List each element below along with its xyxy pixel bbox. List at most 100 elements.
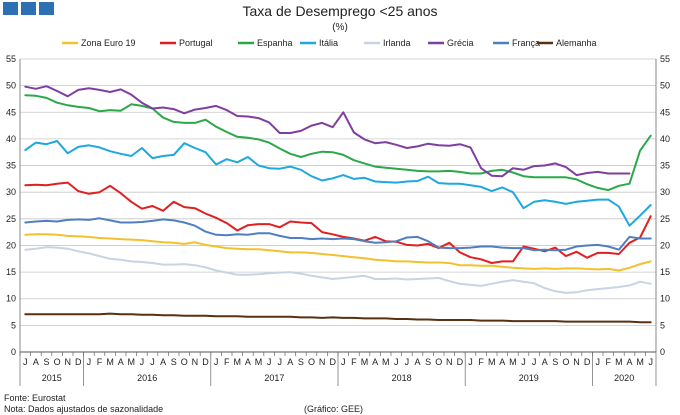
x-month-label-22: M xyxy=(255,357,263,367)
y-tick-left-50: 50 xyxy=(6,81,16,91)
y-tick-left-45: 45 xyxy=(6,107,16,117)
y-tick-left-25: 25 xyxy=(6,214,16,224)
year-label-2017: 2017 xyxy=(264,373,284,383)
x-month-label-58: M xyxy=(636,357,644,367)
x-month-label-35: J xyxy=(394,357,399,367)
y-tick-right-15: 15 xyxy=(660,267,670,277)
x-month-label-53: D xyxy=(584,357,591,367)
x-month-label-13: A xyxy=(160,357,166,367)
y-tick-right-50: 50 xyxy=(660,81,670,91)
adjustment-note: Nota: Dados ajustados de sazonalidade xyxy=(4,404,164,414)
chart-subtitle: (%) xyxy=(332,22,348,33)
x-month-label-0: J xyxy=(23,357,28,367)
x-month-label-57: A xyxy=(626,357,632,367)
year-label-2016: 2016 xyxy=(137,373,157,383)
y-tick-right-20: 20 xyxy=(660,240,670,250)
x-month-label-41: D xyxy=(457,357,464,367)
credit-note: (Gráfico: GEE) xyxy=(304,404,364,414)
legend-label-5: Grécia xyxy=(447,38,474,48)
x-month-label-34: M xyxy=(382,357,390,367)
series-line-4 xyxy=(24,246,652,294)
x-month-label-40: N xyxy=(446,357,453,367)
legend-label-3: Itália xyxy=(319,38,338,48)
legend-label-7: Alemanha xyxy=(556,38,597,48)
x-month-label-43: F xyxy=(478,357,484,367)
x-month-label-45: A xyxy=(499,357,505,367)
year-label-2018: 2018 xyxy=(392,373,412,383)
series-line-5 xyxy=(24,85,631,178)
legend-label-4: Irlanda xyxy=(383,38,411,48)
x-month-label-51: O xyxy=(562,357,569,367)
x-month-label-12: J xyxy=(150,357,155,367)
x-month-label-6: J xyxy=(87,357,92,367)
year-label-2015: 2015 xyxy=(42,373,62,383)
y-tick-left-5: 5 xyxy=(11,320,16,330)
y-tick-left-20: 20 xyxy=(6,240,16,250)
x-month-label-20: M xyxy=(234,357,242,367)
series-line-0 xyxy=(24,233,652,272)
x-month-label-31: F xyxy=(351,357,357,367)
y-tick-left-0: 0 xyxy=(11,347,16,357)
x-month-label-10: M xyxy=(128,357,136,367)
x-month-label-46: M xyxy=(509,357,517,367)
x-month-label-25: A xyxy=(287,357,293,367)
y-tick-right-0: 0 xyxy=(660,347,665,357)
x-month-label-18: J xyxy=(214,357,219,367)
y-tick-left-10: 10 xyxy=(6,294,16,304)
x-month-label-36: J xyxy=(405,357,410,367)
x-month-label-38: S xyxy=(425,357,431,367)
series-line-6 xyxy=(24,217,652,252)
logo-square-3 xyxy=(39,2,54,15)
legend-label-1: Portugal xyxy=(179,38,213,48)
y-tick-right-10: 10 xyxy=(660,294,670,304)
y-tick-left-40: 40 xyxy=(6,134,16,144)
y-tick-left-30: 30 xyxy=(6,187,16,197)
x-month-label-11: J xyxy=(140,357,145,367)
x-month-label-2: S xyxy=(43,357,49,367)
logo-square-1 xyxy=(3,2,18,15)
x-month-label-32: M xyxy=(361,357,369,367)
x-month-label-5: D xyxy=(75,357,82,367)
x-month-label-26: S xyxy=(298,357,304,367)
x-month-label-8: M xyxy=(106,357,114,367)
x-month-label-33: A xyxy=(372,357,378,367)
y-tick-right-25: 25 xyxy=(660,214,670,224)
x-month-label-28: N xyxy=(319,357,326,367)
legend-label-6: França xyxy=(512,38,540,48)
y-tick-right-35: 35 xyxy=(660,161,670,171)
x-month-label-29: D xyxy=(329,357,336,367)
x-month-label-15: O xyxy=(181,357,188,367)
x-month-label-24: J xyxy=(277,357,282,367)
series-line-3 xyxy=(24,140,652,227)
x-month-label-55: F xyxy=(606,357,612,367)
year-label-2020: 2020 xyxy=(614,373,634,383)
y-tick-right-40: 40 xyxy=(660,134,670,144)
x-month-label-56: M xyxy=(615,357,623,367)
x-month-label-27: O xyxy=(308,357,315,367)
legend-label-2: Espanha xyxy=(257,38,293,48)
year-label-2019: 2019 xyxy=(519,373,539,383)
x-month-label-7: F xyxy=(97,357,103,367)
source-note: Fonte: Eurostat xyxy=(4,393,66,403)
x-month-label-44: M xyxy=(488,357,496,367)
x-month-label-9: A xyxy=(118,357,124,367)
y-tick-right-30: 30 xyxy=(660,187,670,197)
x-month-label-59: J xyxy=(648,357,653,367)
x-month-label-48: J xyxy=(532,357,537,367)
x-month-label-37: A xyxy=(414,357,420,367)
y-tick-right-55: 55 xyxy=(660,54,670,64)
x-month-label-50: S xyxy=(552,357,558,367)
chart-title: Taxa de Desemprego <25 anos xyxy=(242,3,438,19)
x-month-label-39: O xyxy=(435,357,442,367)
x-month-label-42: J xyxy=(468,357,473,367)
x-month-label-49: A xyxy=(542,357,548,367)
series-line-7 xyxy=(24,312,652,324)
x-month-label-47: J xyxy=(521,357,526,367)
y-tick-right-5: 5 xyxy=(660,320,665,330)
legend-label-0: Zona Euro 19 xyxy=(81,38,136,48)
y-tick-right-45: 45 xyxy=(660,107,670,117)
x-month-label-30: J xyxy=(341,357,346,367)
x-month-label-52: N xyxy=(573,357,580,367)
x-month-label-3: O xyxy=(54,357,61,367)
